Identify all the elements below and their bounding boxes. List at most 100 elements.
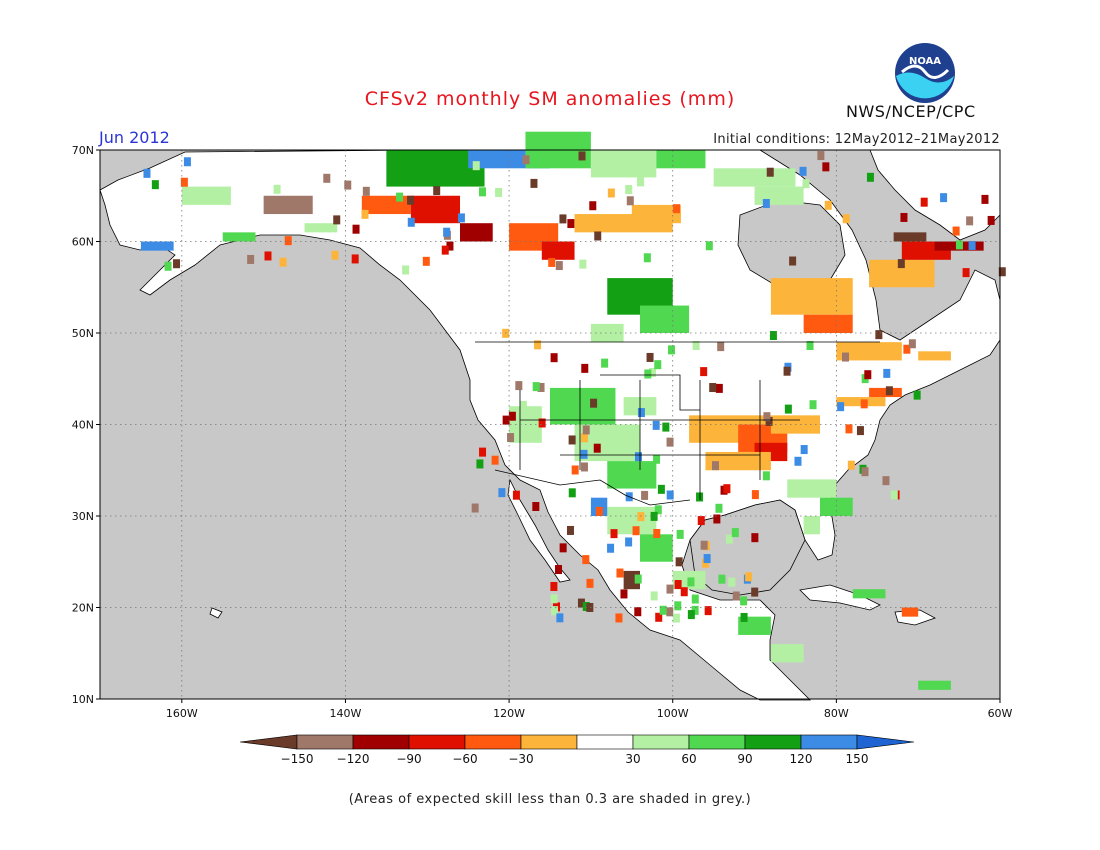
anomaly-speckle bbox=[634, 574, 642, 584]
anomaly-speckle bbox=[634, 607, 642, 617]
anomaly-speckle bbox=[940, 193, 948, 203]
anomaly-speckle bbox=[615, 613, 623, 623]
lat-tick-label: 10N bbox=[72, 693, 94, 706]
anomaly-speckle bbox=[705, 241, 713, 251]
lon-tick-label: 160W bbox=[166, 707, 198, 720]
anomaly-speckle bbox=[479, 187, 487, 197]
anomaly-speckle bbox=[962, 268, 970, 278]
anomaly-speckle bbox=[691, 605, 699, 615]
anomaly-cell bbox=[893, 232, 927, 242]
anomaly-speckle bbox=[532, 502, 540, 512]
anomaly-cell bbox=[918, 351, 951, 361]
anomaly-speckle bbox=[700, 540, 708, 550]
anomaly-cell bbox=[607, 461, 657, 489]
anomaly-speckle bbox=[441, 245, 449, 255]
anomaly-speckle bbox=[534, 340, 542, 350]
anomaly-speckle bbox=[981, 194, 989, 204]
anomaly-speckle bbox=[626, 196, 634, 206]
anomaly-speckle bbox=[646, 352, 654, 362]
anomaly-cell bbox=[869, 387, 902, 398]
anomaly-speckle bbox=[580, 449, 588, 459]
anomaly-speckle bbox=[702, 558, 710, 568]
anomaly-speckle bbox=[555, 565, 563, 575]
lon-tick-label: 100W bbox=[657, 707, 689, 720]
lon-tick-label: 140W bbox=[330, 707, 362, 720]
anomaly-cell bbox=[304, 223, 338, 233]
colorbar-label: 60 bbox=[681, 752, 696, 766]
anomaly-speckle bbox=[589, 201, 597, 211]
anomaly-cell bbox=[222, 232, 256, 242]
anomaly-speckle bbox=[817, 151, 825, 161]
anomaly-speckle bbox=[666, 584, 674, 594]
anomaly-speckle bbox=[559, 543, 567, 553]
anomaly-cell bbox=[460, 223, 493, 242]
anomaly-speckle bbox=[769, 331, 777, 341]
anomaly-cell bbox=[803, 314, 853, 333]
anomaly-cell bbox=[901, 607, 919, 617]
anomaly-speckle bbox=[732, 591, 740, 601]
anomaly-speckle bbox=[515, 381, 523, 391]
anomaly-speckle bbox=[703, 554, 711, 564]
anomaly-speckle bbox=[586, 602, 594, 612]
anomaly-speckle bbox=[351, 254, 359, 264]
anomaly-cell bbox=[631, 204, 681, 224]
anomaly-speckle bbox=[625, 184, 633, 194]
anomaly-speckle bbox=[264, 251, 272, 261]
anomaly-speckle bbox=[655, 612, 663, 622]
anomaly-speckle bbox=[476, 459, 484, 469]
anomaly-speckle bbox=[763, 412, 771, 422]
axis-tick-labels: 10N 20N 30N 40N 50N 60N 70N 160W 140W 120W 100W 80W… bbox=[72, 144, 1013, 720]
graticule bbox=[100, 150, 1000, 699]
anomaly-speckle bbox=[522, 155, 530, 165]
anomaly-speckle bbox=[654, 505, 662, 515]
anomaly-speckle bbox=[580, 462, 588, 472]
anomaly-speckle bbox=[616, 478, 624, 488]
anomaly-speckle bbox=[601, 358, 609, 368]
anomaly-speckle bbox=[644, 369, 652, 379]
anomaly-speckle bbox=[550, 353, 558, 363]
anomaly-speckle bbox=[866, 172, 874, 182]
anomaly-speckle bbox=[180, 177, 188, 187]
anomaly-speckle bbox=[151, 180, 159, 190]
anomaly-speckle bbox=[987, 215, 995, 225]
anomaly-speckle bbox=[625, 537, 633, 547]
anomaly-cell bbox=[787, 479, 837, 498]
anomaly-speckle bbox=[361, 209, 369, 219]
political-borders bbox=[475, 341, 880, 506]
anomaly-speckle bbox=[641, 490, 649, 500]
anomaly-speckle bbox=[883, 368, 891, 378]
anomaly-speckle bbox=[164, 261, 172, 271]
colorbar-label: −120 bbox=[337, 752, 370, 766]
anomaly-speckle bbox=[648, 367, 656, 377]
anomaly-cell bbox=[918, 680, 951, 690]
anomaly-speckle bbox=[173, 259, 181, 269]
anomaly-speckle bbox=[676, 529, 684, 539]
anomaly-speckle bbox=[407, 217, 415, 227]
anomaly-speckle bbox=[751, 533, 759, 543]
noaa-logo-text: NOAA bbox=[909, 56, 941, 67]
anomaly-speckle bbox=[550, 594, 558, 604]
anomaly-speckle bbox=[396, 192, 404, 202]
anomaly-speckle bbox=[143, 168, 151, 178]
anomaly-speckle bbox=[402, 265, 410, 275]
anomaly-speckle bbox=[593, 443, 601, 453]
anomaly-cell bbox=[656, 150, 706, 169]
anomaly-speckle bbox=[530, 178, 538, 188]
anomaly-speckle bbox=[700, 367, 708, 377]
anomaly-speckle bbox=[680, 587, 688, 597]
anomaly-speckle bbox=[352, 224, 360, 234]
anomaly-speckle bbox=[580, 433, 588, 443]
anomaly-speckle bbox=[550, 581, 558, 591]
anomaly-speckle bbox=[723, 484, 731, 494]
figure-title: CFSv2 monthly SM anomalies (mm) bbox=[364, 88, 736, 110]
anomaly-speckle bbox=[548, 257, 556, 267]
anomaly-speckle bbox=[952, 226, 960, 236]
anomaly-speckle bbox=[581, 363, 589, 373]
baja-land bbox=[507, 478, 571, 583]
anomaly-speckle bbox=[519, 400, 527, 410]
anomaly-speckle bbox=[837, 402, 845, 412]
anomaly-speckle bbox=[913, 390, 921, 400]
anomaly-speckle bbox=[968, 240, 976, 250]
anomaly-speckle bbox=[717, 342, 725, 352]
anomaly-speckle bbox=[659, 605, 667, 615]
